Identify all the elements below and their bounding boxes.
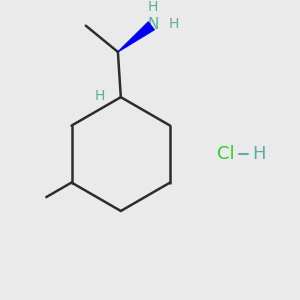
Text: H: H bbox=[94, 89, 105, 103]
Text: N: N bbox=[147, 17, 159, 32]
Text: H: H bbox=[148, 0, 158, 14]
Text: Cl: Cl bbox=[217, 145, 235, 163]
Text: H: H bbox=[169, 17, 179, 31]
Polygon shape bbox=[118, 22, 155, 52]
Text: H: H bbox=[252, 145, 266, 163]
